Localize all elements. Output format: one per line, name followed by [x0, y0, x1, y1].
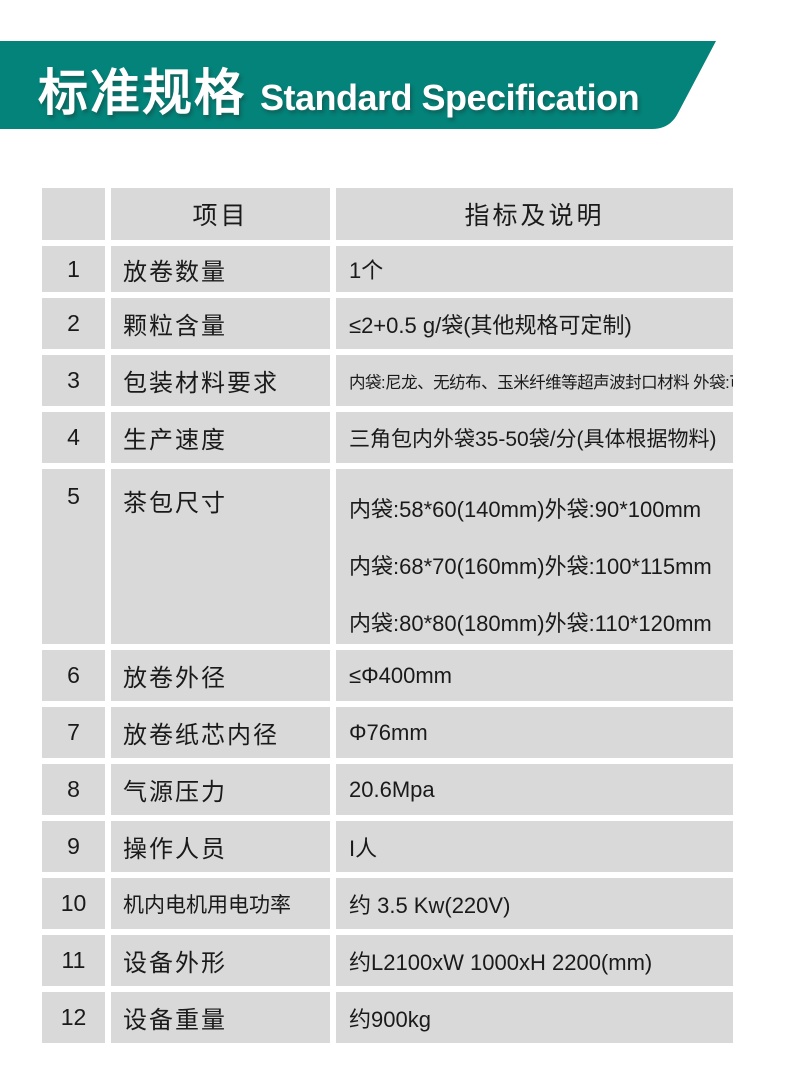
- table-row: 2 颗粒含量 ≤2+0.5 g/袋(其他规格可定制): [42, 298, 733, 349]
- row-number: 6: [42, 650, 105, 701]
- row-number: 3: [42, 355, 105, 406]
- table-row: 4 生产速度 三角包内外袋35-50袋/分(具体根据物料): [42, 412, 733, 463]
- row-value: Φ76mm: [336, 707, 733, 758]
- row-number: 10: [42, 878, 105, 929]
- table-row: 10 机内电机用电功率 约 3.5 Kw(220V): [42, 878, 733, 929]
- table-row: 5 茶包尺寸 内袋:58*60(140mm)外袋:90*100mm 内袋:68*…: [42, 469, 733, 644]
- row-number: 5: [42, 469, 105, 644]
- row-item: 放卷外径: [111, 650, 330, 701]
- row-value: 内袋:58*60(140mm)外袋:90*100mm 内袋:68*70(160m…: [336, 469, 733, 644]
- banner-shape: [0, 41, 716, 129]
- row-number: 4: [42, 412, 105, 463]
- table-row: 12 设备重量 约900kg: [42, 992, 733, 1043]
- table-row: 1 放卷数量 1个: [42, 246, 733, 292]
- table-header-row: 项目 指标及说明: [42, 188, 733, 240]
- row-number: 11: [42, 935, 105, 986]
- banner-title: 标准规格 Standard Specification: [38, 65, 640, 121]
- page-title-cn: 标准规格: [38, 65, 246, 121]
- row-item: 设备外形: [111, 935, 330, 986]
- row-value: 内袋:尼龙、无纺布、玉米纤维等超声波封口材料 外袋:可热封复合膜: [336, 355, 733, 406]
- row-number: 8: [42, 764, 105, 815]
- table-row: 7 放卷纸芯内径 Φ76mm: [42, 707, 733, 758]
- row-item: 茶包尺寸: [111, 469, 330, 644]
- row-value: 约L2100xW 1000xH 2200(mm): [336, 935, 733, 986]
- table-row: 8 气源压力 20.6Mpa: [42, 764, 733, 815]
- row-value: 约900kg: [336, 992, 733, 1043]
- row-item: 放卷纸芯内径: [111, 707, 330, 758]
- row-number: 7: [42, 707, 105, 758]
- header-item: 项目: [111, 188, 330, 240]
- row-value: 三角包内外袋35-50袋/分(具体根据物料): [336, 412, 733, 463]
- header-corner-cell: [42, 188, 105, 240]
- row-value: I人: [336, 821, 733, 872]
- row-number: 12: [42, 992, 105, 1043]
- row-value: ≤2+0.5 g/袋(其他规格可定制): [336, 298, 733, 349]
- bag-size-line: 内袋:68*70(160mm)外袋:100*115mm: [349, 554, 712, 579]
- row-value: 1个: [336, 246, 733, 292]
- table-row: 11 设备外形 约L2100xW 1000xH 2200(mm): [42, 935, 733, 986]
- bag-size-line: 内袋:80*80(180mm)外袋:110*120mm: [349, 611, 712, 636]
- row-item: 放卷数量: [111, 246, 330, 292]
- page-title-en: Standard Specification: [260, 77, 640, 118]
- table-row: 3 包装材料要求 内袋:尼龙、无纺布、玉米纤维等超声波封口材料 外袋:可热封复合…: [42, 355, 733, 406]
- table-row: 9 操作人员 I人: [42, 821, 733, 872]
- bag-size-line: 内袋:58*60(140mm)外袋:90*100mm: [349, 497, 702, 522]
- row-item: 包装材料要求: [111, 355, 330, 406]
- row-item: 生产速度: [111, 412, 330, 463]
- row-value: 约 3.5 Kw(220V): [336, 878, 733, 929]
- row-item: 设备重量: [111, 992, 330, 1043]
- row-item: 机内电机用电功率: [111, 878, 330, 929]
- header-spec: 指标及说明: [336, 188, 733, 240]
- spec-table: 项目 指标及说明 1 放卷数量 1个 2 颗粒含量 ≤2+0.5 g/袋(其他规…: [42, 188, 733, 1049]
- row-number: 1: [42, 246, 105, 292]
- row-value: 20.6Mpa: [336, 764, 733, 815]
- table-row: 6 放卷外径 ≤Φ400mm: [42, 650, 733, 701]
- row-item: 气源压力: [111, 764, 330, 815]
- row-item: 颗粒含量: [111, 298, 330, 349]
- title-banner: 标准规格 Standard Specification: [0, 41, 716, 129]
- row-number: 2: [42, 298, 105, 349]
- row-number: 9: [42, 821, 105, 872]
- row-value: ≤Φ400mm: [336, 650, 733, 701]
- row-item: 操作人员: [111, 821, 330, 872]
